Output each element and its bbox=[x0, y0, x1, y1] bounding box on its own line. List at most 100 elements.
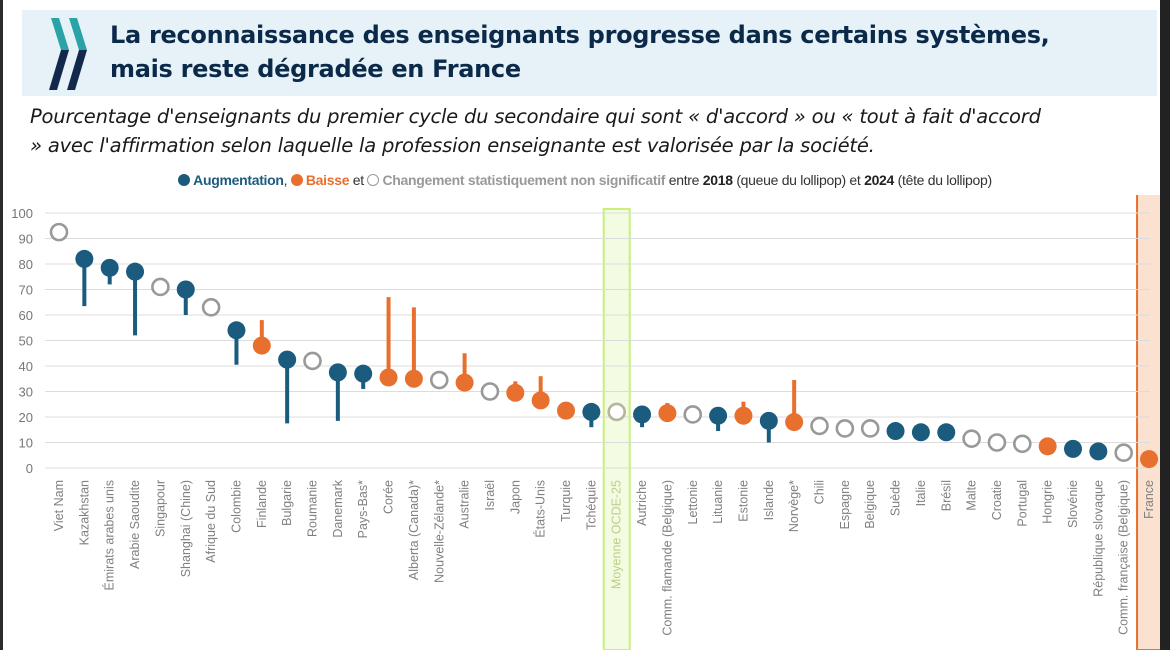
x-category-label: Autriche bbox=[635, 480, 649, 526]
window-left-border bbox=[0, 0, 3, 650]
lollipop-head-increase bbox=[176, 280, 195, 299]
lollipop-head-decrease bbox=[734, 406, 753, 425]
x-category-label: Moyenne OCDE-25 bbox=[610, 480, 624, 589]
window-right-border bbox=[1160, 0, 1170, 650]
lollipop-head-increase bbox=[278, 350, 297, 369]
lollipop-head-nonsig bbox=[201, 298, 221, 317]
france-highlight bbox=[1136, 195, 1160, 650]
x-category-label: Estonie bbox=[736, 480, 750, 522]
lollipop-head-nonsig bbox=[151, 277, 170, 297]
y-tick-label: 80 bbox=[19, 257, 33, 272]
x-category-label: Shanghai (Chine) bbox=[179, 480, 193, 577]
lollipop-head-decrease bbox=[1038, 437, 1057, 456]
x-category-label: Malte bbox=[965, 480, 979, 511]
lollipop-head-nonsig bbox=[860, 419, 880, 438]
legend-year-2018: 2018 bbox=[702, 172, 733, 188]
legend-nonsig-label: Changement statistiquement non significa… bbox=[382, 172, 666, 188]
lollipop-head-increase bbox=[1089, 442, 1108, 461]
x-category-label: Australie bbox=[458, 480, 472, 529]
x-category-label: Lettonie bbox=[686, 480, 700, 525]
chart-legend: Augmentation, Baisse et Changement stati… bbox=[0, 172, 1170, 188]
x-category-label: Islande bbox=[762, 480, 776, 520]
lollipop-head-decrease bbox=[252, 336, 271, 355]
x-category-label: Corée bbox=[382, 480, 396, 514]
y-tick-label: 100 bbox=[11, 206, 33, 221]
y-tick-label: 0 bbox=[26, 461, 33, 476]
x-category-label: Comm. flamande (Belgique) bbox=[660, 480, 674, 636]
title-line-2: mais reste dégradée en France bbox=[110, 55, 521, 83]
lollipop-head-decrease bbox=[455, 373, 474, 392]
x-category-label: Japon bbox=[508, 480, 522, 514]
lollipop-head-nonsig bbox=[835, 419, 855, 438]
x-category-label: Lituanie bbox=[711, 480, 725, 524]
legend-and: et bbox=[352, 172, 364, 188]
lollipop-head-nonsig bbox=[303, 351, 322, 371]
x-category-label: Alberta (Canada)* bbox=[407, 480, 421, 580]
x-category-label: Tchéquie bbox=[584, 480, 598, 530]
x-category-label: Croatie bbox=[990, 480, 1004, 520]
oecd-average-highlight bbox=[602, 208, 631, 650]
x-category-label: Roumanie bbox=[306, 480, 320, 537]
y-tick-label: 70 bbox=[19, 283, 33, 298]
y-tick-label: 60 bbox=[19, 308, 33, 323]
x-category-label: Portugal bbox=[1015, 480, 1029, 527]
x-category-label: Hongrie bbox=[1041, 480, 1055, 524]
lollipop-head-increase bbox=[911, 423, 930, 442]
lollipop-head-decrease bbox=[785, 413, 804, 432]
x-category-label: Afrique du Sud bbox=[204, 480, 218, 563]
chart-subtitle: Pourcentage d'enseignants du premier cyc… bbox=[30, 102, 1150, 160]
x-category-label: Pays-Bas* bbox=[356, 480, 370, 538]
x-category-label: Finlande bbox=[255, 480, 269, 528]
lollipop-head-nonsig bbox=[480, 382, 500, 401]
legend-nonsig-marker-icon bbox=[367, 174, 380, 186]
lollipop-head-nonsig bbox=[1114, 443, 1133, 463]
lollipop-head-increase bbox=[633, 405, 652, 424]
lollipop-head-nonsig bbox=[962, 429, 981, 448]
lollipop-head-increase bbox=[886, 422, 905, 441]
x-category-label: Viet Nam bbox=[52, 480, 66, 531]
legend-year-2024: 2024 bbox=[864, 172, 895, 188]
lollipop-head-increase bbox=[328, 363, 347, 382]
lollipop-head-increase bbox=[709, 406, 728, 425]
lollipop-head-increase bbox=[126, 262, 145, 281]
legend-increase-marker-icon bbox=[178, 174, 191, 186]
x-category-label: Israël bbox=[483, 480, 497, 511]
lollipop-head-decrease bbox=[506, 383, 525, 402]
x-category-label: Nouvelle-Zélande* bbox=[432, 480, 446, 583]
lollipop-head-increase bbox=[75, 249, 94, 268]
y-tick-label: 30 bbox=[19, 385, 33, 400]
lollipop-head-nonsig bbox=[987, 433, 1007, 452]
x-category-label: Italie bbox=[914, 480, 928, 506]
lollipop-head-nonsig bbox=[49, 222, 69, 242]
page-title: La reconnaissance des enseignants progre… bbox=[110, 18, 1150, 86]
x-category-label: France bbox=[1142, 480, 1156, 519]
lollipop-chart: 0 10 20 30 40 50 60 70 80 90 100 Viet Nam Kazakhsta… bbox=[11, 195, 1160, 650]
lollipop-head-increase bbox=[759, 411, 778, 430]
x-category-label: Arabie Saoudite bbox=[128, 480, 142, 569]
x-category-label: Norvège* bbox=[787, 480, 801, 532]
x-category-label: Brésil bbox=[939, 480, 953, 511]
x-category-label: Danemark bbox=[331, 479, 345, 537]
lollipop-head-nonsig bbox=[683, 405, 703, 424]
legend-decrease-label: Baisse bbox=[305, 172, 350, 188]
lollipop-head-decrease bbox=[658, 404, 677, 423]
x-category-label: Émirats arabes unis bbox=[102, 480, 117, 590]
x-category-label: Chili bbox=[813, 480, 827, 504]
legend-year-2024-note: (tête du lollipop) bbox=[897, 172, 993, 188]
lollipop-head-nonsig bbox=[810, 416, 829, 436]
y-tick-label: 90 bbox=[19, 232, 33, 247]
x-category-label: Comm. française (Belgique) bbox=[1117, 480, 1131, 635]
oecd-chevron-logo-icon bbox=[49, 18, 87, 90]
lollipop-head-nonsig bbox=[429, 370, 449, 390]
lollipop-head-decrease bbox=[531, 391, 550, 410]
subtitle-line-1: Pourcentage d'enseignants du premier cyc… bbox=[30, 105, 1041, 128]
y-tick-label: 40 bbox=[19, 359, 33, 374]
lollipop-head-increase bbox=[582, 402, 601, 421]
header-band bbox=[22, 10, 1157, 96]
x-category-label: États-Unis bbox=[533, 480, 548, 538]
lollipop-head-increase bbox=[100, 258, 119, 277]
lollipop-head-decrease bbox=[404, 369, 423, 388]
x-category-label: Turquie bbox=[559, 480, 573, 522]
x-category-label: Espagne bbox=[838, 480, 852, 529]
x-category-label: Suède bbox=[889, 480, 903, 516]
